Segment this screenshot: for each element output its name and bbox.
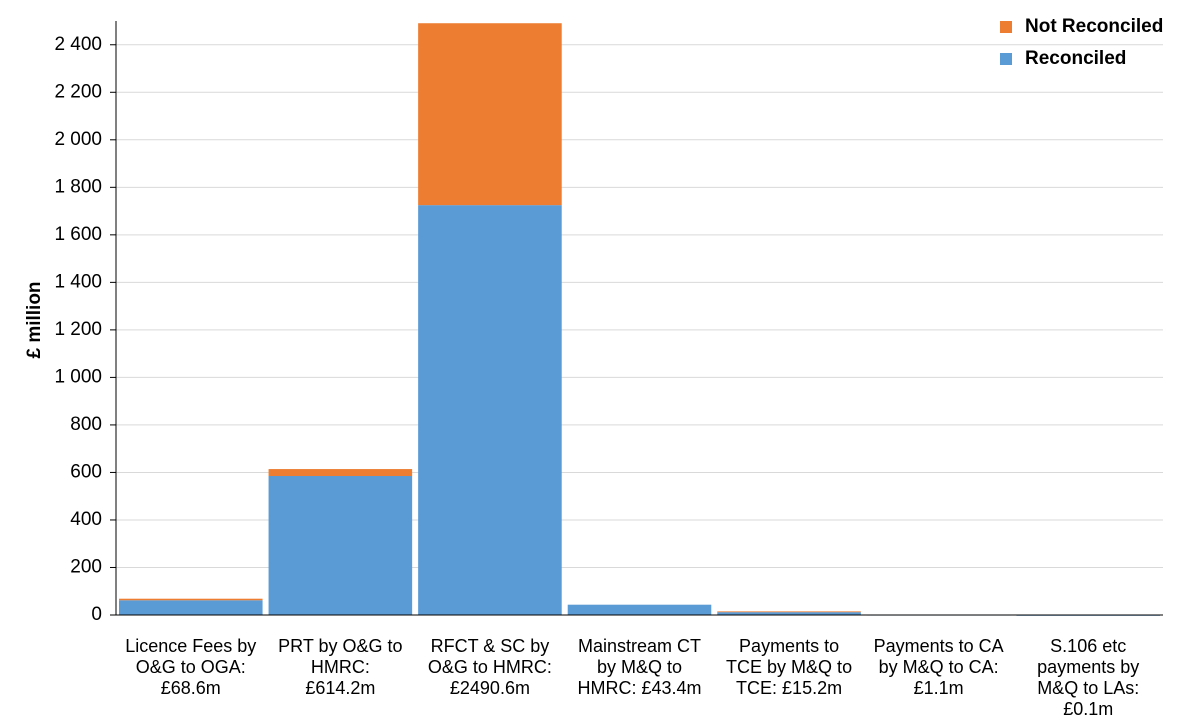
x-axis: Licence Fees by O&G to OGA: £68.6m PRT by O… <box>116 614 1163 719</box>
x-category-label: PRT by O&G to HMRC: £614.2m <box>278 636 402 698</box>
x-category-label: Payments to CA by M&Q to CA: £1.1m <box>874 636 1004 698</box>
bar-reconciled <box>119 600 263 615</box>
legend-swatch <box>1000 21 1012 33</box>
x-category-label-line: O&G to HMRC: <box>428 657 552 677</box>
x-category-label-line: £614.2m <box>305 678 375 698</box>
x-category-label-line: Mainstream CT <box>578 636 701 656</box>
bars <box>119 23 1160 616</box>
x-category-label: Payments to TCE by M&Q to TCE: £15.2m <box>726 636 852 698</box>
x-category-label-line: TCE by M&Q to <box>726 657 852 677</box>
x-category-label-line: £2490.6m <box>450 678 530 698</box>
x-category-label-line: by M&Q to CA: <box>879 657 999 677</box>
x-category-label-line: HMRC: <box>311 657 370 677</box>
x-category-label-line: Licence Fees by <box>125 636 256 656</box>
y-tick-label: 400 <box>70 509 102 530</box>
x-category-label: Mainstream CT by M&Q to HMRC: £43.4m <box>577 636 701 698</box>
x-category-label-line: M&Q to LAs: <box>1037 678 1139 698</box>
bar-reconciled <box>268 476 413 615</box>
y-tick-label: 1 400 <box>54 271 102 292</box>
legend-label: Not Reconciled <box>1025 16 1163 37</box>
legend: Not Reconciled Reconciled <box>1000 16 1163 69</box>
x-category-label-line: O&G to OGA: <box>136 657 246 677</box>
y-tick-label: 200 <box>70 556 102 577</box>
x-category-label-line: £1.1m <box>914 678 964 698</box>
x-category-label-line: payments by <box>1037 657 1139 677</box>
y-tick-label: 2 400 <box>54 34 102 55</box>
y-tick-label: 600 <box>70 461 102 482</box>
bar-not-reconciled <box>268 469 413 477</box>
y-tick-label: 2 000 <box>54 129 102 150</box>
x-category-label: Licence Fees by O&G to OGA: £68.6m <box>125 636 256 698</box>
x-category-label-line: Payments to CA <box>874 636 1004 656</box>
bar-not-reconciled <box>119 598 263 601</box>
y-tick-label: 0 <box>91 604 102 625</box>
y-axis: 0 200 400 600 800 1 000 1 200 1 400 1 600 1 800 2 … <box>54 21 117 625</box>
bar-not-reconciled <box>717 611 861 613</box>
x-category-label-line: £0.1m <box>1063 699 1113 719</box>
legend-swatch <box>1000 53 1012 65</box>
x-category-label: RFCT & SC by O&G to HMRC: £2490.6m <box>428 636 552 698</box>
bar-reconciled <box>717 612 861 615</box>
x-category-label-line: by M&Q to <box>597 657 682 677</box>
x-category-label-line: Payments to <box>739 636 839 656</box>
y-tick-label: 1 800 <box>54 176 102 197</box>
bar-not-reconciled <box>418 23 562 206</box>
legend-label: Reconciled <box>1025 48 1126 69</box>
y-axis-label: £ million <box>24 281 45 358</box>
y-tick-label: 1 200 <box>54 319 102 340</box>
y-tick-label: 2 200 <box>54 81 102 102</box>
x-category-label-line: RFCT & SC by <box>431 636 550 656</box>
bar-reconciled <box>567 604 712 615</box>
y-tick-label: 800 <box>70 414 102 435</box>
bar-reconciled <box>418 205 562 615</box>
x-category-label-line: TCE: £15.2m <box>736 678 842 698</box>
x-category-label-line: HMRC: £43.4m <box>577 678 701 698</box>
x-category-label-line: PRT by O&G to <box>278 636 402 656</box>
x-category-label: S.106 etc payments by M&Q to LAs: £0.1m <box>1037 636 1139 719</box>
y-tick-label: 1 000 <box>54 366 102 387</box>
x-category-label-line: S.106 etc <box>1050 636 1126 656</box>
y-tick-label: 1 600 <box>54 224 102 245</box>
x-category-label-line: £68.6m <box>161 678 221 698</box>
